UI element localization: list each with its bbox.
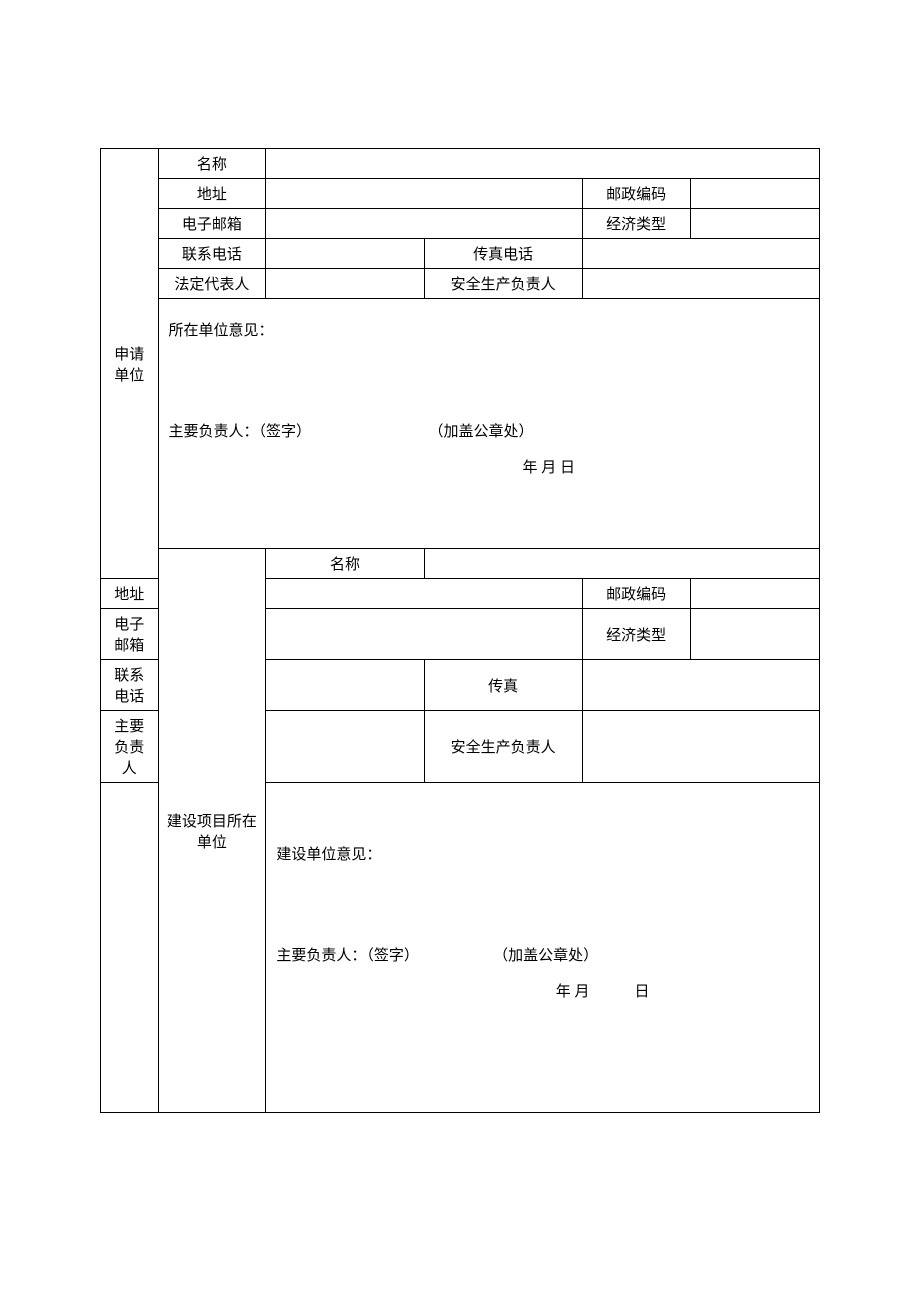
label-email-2: 电子邮箱 [101,609,159,660]
table-row: 电子邮箱 经济类型 [101,209,820,239]
opinion-label: 所在单位意见： [169,319,809,340]
label-safety-mgr-2: 安全生产负责人 [424,711,582,783]
signature-line: 主要负责人：（签字） （加盖公章处） [169,420,809,441]
sign-label: 主要负责人：（签字） [169,420,425,441]
label-fax: 传真电话 [424,239,582,269]
value-address-2[interactable] [266,579,582,609]
opinion-cell-construction[interactable]: 建设单位意见： 主要负责人：（签字） （加盖公章处） 年 月 日 [266,783,820,1113]
label-fax-2: 传真 [424,660,582,711]
value-fax-2[interactable] [582,660,819,711]
date-label: 年 月 日 [169,456,809,477]
opinion-label-2: 建设单位意见： [276,843,809,864]
label-legal-rep-2: 主要负责人 [101,711,159,783]
label-address: 地址 [158,179,266,209]
value-safety-mgr-2[interactable] [582,711,819,783]
date-label-2: 年 月 日 [276,980,809,1001]
value-fax[interactable] [582,239,819,269]
label-address-2: 地址 [101,579,159,609]
value-name-2[interactable] [424,549,819,579]
value-phone[interactable] [266,239,424,269]
value-email[interactable] [266,209,582,239]
value-address[interactable] [266,179,582,209]
table-row: 申请单位 名称 [101,149,820,179]
section-title-construction: 建设项目所在单位 [158,549,266,1113]
value-email-2[interactable] [266,609,582,660]
value-name[interactable] [266,149,820,179]
value-safety-mgr[interactable] [582,269,819,299]
sign-label-2: 主要负责人：（签字） [276,944,489,965]
section-spacer [101,783,159,1113]
label-name-2: 名称 [266,549,424,579]
label-postal: 邮政编码 [582,179,690,209]
label-econ-type-2: 经济类型 [582,609,690,660]
value-phone-2[interactable] [266,660,424,711]
value-econ-type[interactable] [690,209,819,239]
seal-label-2: （加盖公章处） [493,944,598,965]
label-legal-rep: 法定代表人 [158,269,266,299]
form-table: 申请单位 名称 地址 邮政编码 电子邮箱 经济类型 联系电话 传真电话 法定代表… [100,148,820,1113]
value-legal-rep-2[interactable] [266,711,424,783]
label-postal-2: 邮政编码 [582,579,690,609]
value-econ-type-2[interactable] [690,609,819,660]
seal-label: （加盖公章处） [428,420,533,441]
label-safety-mgr: 安全生产负责人 [424,269,582,299]
table-row: 所在单位意见： 主要负责人：（签字） （加盖公章处） 年 月 日 [101,299,820,549]
value-postal[interactable] [690,179,819,209]
opinion-cell-applicant[interactable]: 所在单位意见： 主要负责人：（签字） （加盖公章处） 年 月 日 [158,299,819,549]
label-name: 名称 [158,149,266,179]
signature-line-2: 主要负责人：（签字） （加盖公章处） [276,944,809,965]
label-econ-type: 经济类型 [582,209,690,239]
value-legal-rep[interactable] [266,269,424,299]
table-row: 联系电话 传真电话 [101,239,820,269]
value-postal-2[interactable] [690,579,819,609]
table-row: 建设项目所在单位 名称 [101,549,820,579]
section-title-applicant: 申请单位 [101,149,159,579]
label-email: 电子邮箱 [158,209,266,239]
label-phone-2: 联系电话 [101,660,159,711]
label-phone: 联系电话 [158,239,266,269]
table-row: 法定代表人 安全生产负责人 [101,269,820,299]
table-row: 地址 邮政编码 [101,179,820,209]
